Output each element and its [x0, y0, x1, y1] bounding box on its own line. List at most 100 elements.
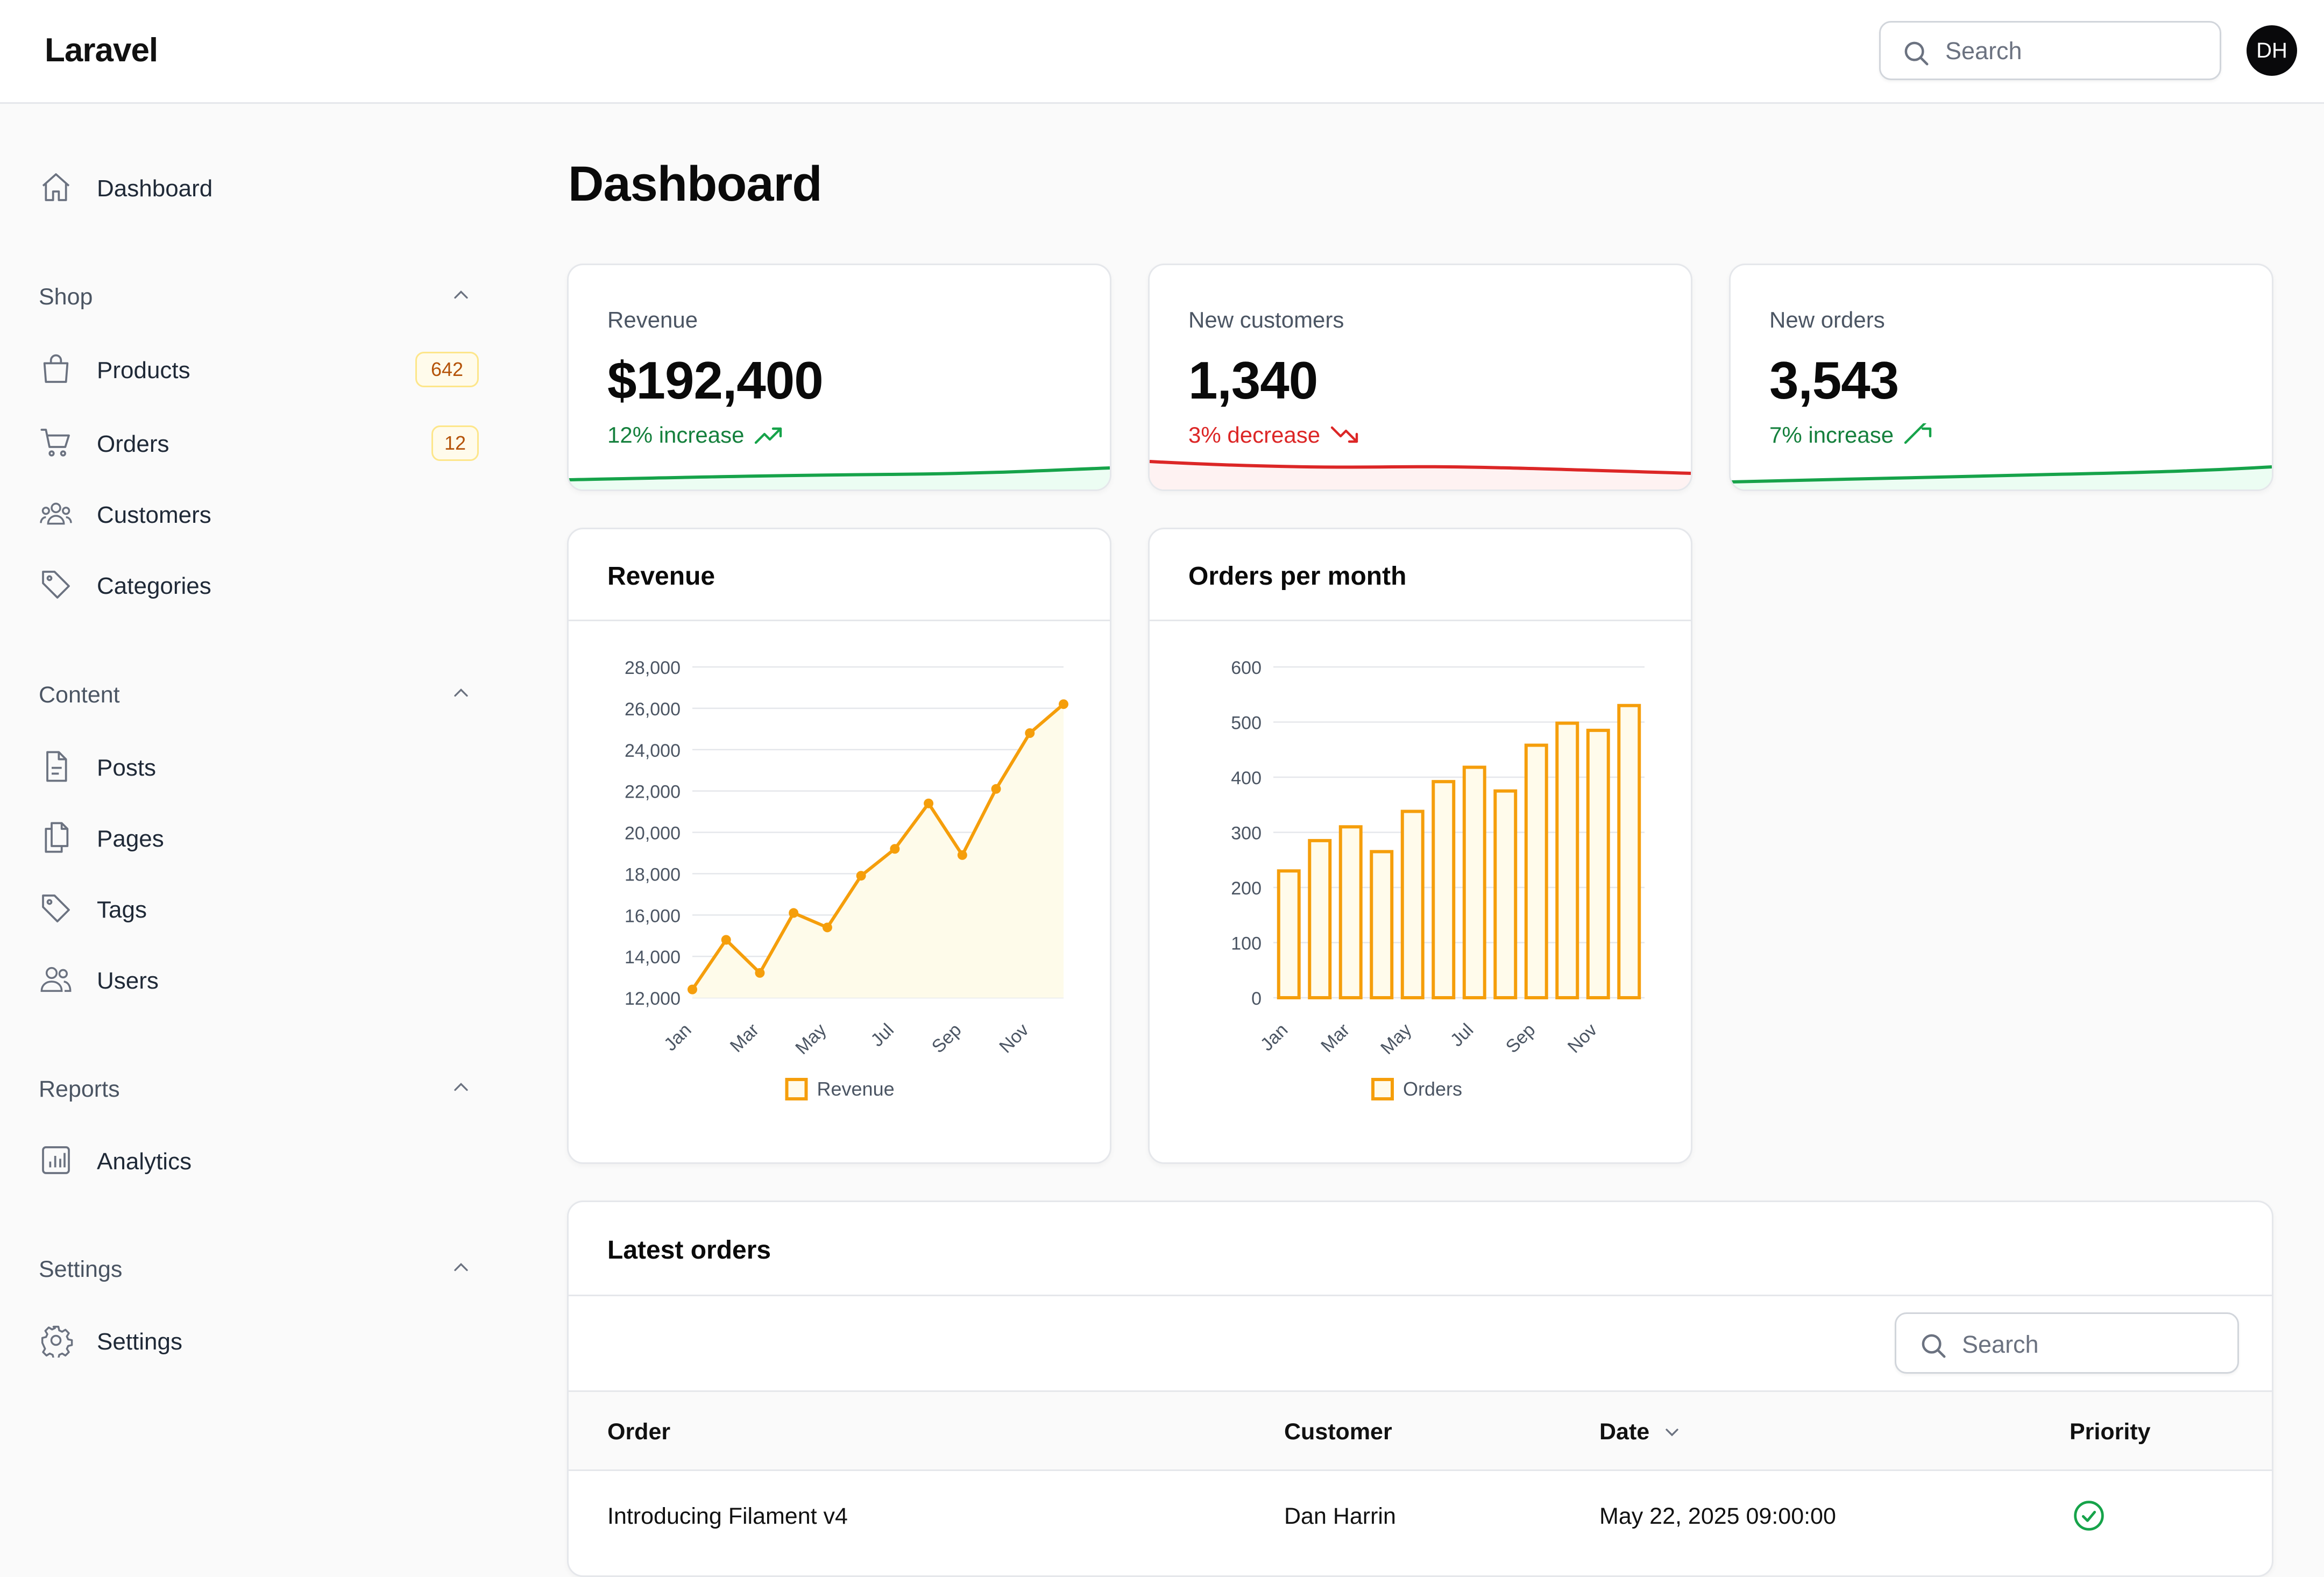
count-badge: 12	[431, 425, 479, 461]
stat-card-new-customers: New customers 1,340 3% decrease	[1148, 264, 1692, 491]
data-point	[957, 850, 967, 860]
sparkline-new-customers	[1150, 460, 1691, 489]
card-divider	[1150, 620, 1691, 621]
data-point	[688, 984, 697, 994]
chevron-up-icon[interactable]	[449, 681, 473, 705]
x-tick-label: Jan	[1257, 1020, 1292, 1055]
y-tick-label: 0	[1251, 989, 1262, 1009]
legend-label: Orders	[1403, 1078, 1462, 1100]
user-avatar[interactable]: DH	[2247, 25, 2297, 76]
chevron-up-icon[interactable]	[449, 1075, 473, 1099]
x-tick-label: Jul	[867, 1020, 898, 1051]
bar	[1432, 780, 1456, 999]
sidebar-item-settings[interactable]: Settings	[39, 1313, 480, 1367]
y-tick-label: 24,000	[625, 741, 681, 761]
legend-swatch	[1371, 1078, 1394, 1100]
cell-customer: Dan Harrin	[1284, 1503, 1396, 1529]
brand-logo[interactable]: Laravel	[45, 32, 158, 69]
sidebar-item-products[interactable]: Products 642	[39, 342, 480, 396]
y-tick-label: 22,000	[625, 782, 681, 802]
chevron-up-icon[interactable]	[449, 1255, 473, 1279]
y-tick-label: 300	[1231, 823, 1262, 844]
trending-up-icon	[755, 427, 782, 444]
sidebar-item-tags[interactable]: Tags	[39, 882, 480, 935]
y-tick-label: 600	[1231, 658, 1262, 678]
cell-order: Introducing Filament v4	[607, 1503, 848, 1529]
column-header-priority[interactable]: Priority	[2070, 1419, 2151, 1445]
document-duplicate-icon	[45, 822, 69, 853]
y-tick-label: 12,000	[625, 989, 681, 1009]
y-tick-label: 26,000	[625, 699, 681, 720]
stat-change-text: 3% decrease	[1188, 422, 1321, 447]
chevron-up-icon[interactable]	[449, 283, 473, 307]
sidebar-item-orders[interactable]: Orders 12	[39, 416, 480, 470]
sidebar: Dashboard Shop Products 642 Orders 12 Cu…	[0, 104, 516, 1549]
data-point	[822, 922, 832, 933]
sidebar-item-analytics[interactable]: Analytics	[39, 1133, 480, 1187]
group-label-shop: Shop	[39, 284, 93, 310]
count-badge: 642	[415, 352, 479, 387]
card-divider	[569, 1295, 2272, 1296]
stat-card-new-orders: New orders 3,543 7% increase	[1729, 264, 2273, 491]
column-header-order[interactable]: Order	[607, 1419, 671, 1445]
bar	[1493, 789, 1518, 999]
bar	[1524, 743, 1548, 1000]
group-label-settings: Settings	[39, 1256, 123, 1282]
table-search-input[interactable]	[1961, 1327, 2227, 1362]
y-tick-label: 100	[1231, 934, 1262, 954]
bar	[1586, 728, 1610, 999]
stat-label: New orders	[1769, 307, 1885, 332]
stat-change: 7% increase	[1769, 422, 1933, 448]
table-title: Latest orders	[607, 1236, 771, 1265]
sidebar-item-label: Analytics	[97, 1148, 192, 1175]
data-point	[721, 935, 731, 945]
x-tick-label: Jul	[1447, 1020, 1478, 1051]
data-point	[1059, 699, 1068, 709]
chart-legend: Revenue	[785, 1078, 895, 1100]
sidebar-item-customers[interactable]: Customers	[39, 487, 480, 541]
stat-label: Revenue	[607, 307, 698, 332]
series-line	[691, 702, 1065, 991]
bar	[1555, 721, 1579, 1000]
x-tick-label: May	[791, 1020, 830, 1059]
sidebar-item-label: Settings	[97, 1329, 182, 1355]
global-search[interactable]	[1879, 21, 2221, 80]
sidebar-item-users[interactable]: Users	[39, 953, 480, 1006]
global-search-input[interactable]	[1944, 33, 2205, 69]
y-tick-label: 400	[1231, 768, 1262, 788]
data-point	[991, 784, 1001, 794]
orders-chart: 0 100 200 300 400 500 600 Jan Mar May Jul Sep Nov Ord…	[1231, 658, 1645, 1100]
sidebar-item-label: Tags	[97, 897, 147, 923]
stat-change: 12% increase	[607, 422, 784, 448]
sidebar-item-categories[interactable]: Categories	[39, 558, 480, 612]
bar	[1617, 704, 1641, 999]
home-icon	[42, 173, 70, 201]
check-circle-icon	[2074, 1501, 2104, 1531]
sidebar-item-pages[interactable]: Pages	[39, 811, 480, 864]
search-icon	[1904, 41, 1929, 66]
x-tick-label: Nov	[995, 1020, 1033, 1057]
table-search[interactable]	[1895, 1312, 2239, 1374]
data-point	[755, 968, 765, 978]
cog-icon	[41, 1325, 73, 1358]
sidebar-item-label: Dashboard	[97, 175, 213, 202]
sidebar-item-label: Pages	[97, 826, 164, 852]
chart-title: Revenue	[607, 562, 715, 591]
data-point	[890, 844, 900, 854]
group-label-content: Content	[39, 682, 120, 708]
stat-value: 1,340	[1188, 351, 1318, 410]
column-header-customer[interactable]: Customer	[1284, 1419, 1392, 1445]
sidebar-item-posts[interactable]: Posts	[39, 740, 480, 793]
user-group-icon	[40, 502, 72, 525]
sidebar-item-dashboard[interactable]: Dashboard	[39, 160, 480, 214]
column-header-date[interactable]: Date	[1599, 1419, 1683, 1445]
stat-change-text: 7% increase	[1769, 422, 1894, 447]
x-tick-label: Mar	[726, 1020, 763, 1056]
cell-date: May 22, 2025 09:00:00	[1599, 1503, 1836, 1529]
data-point	[924, 798, 934, 808]
y-tick-label: 16,000	[625, 906, 681, 926]
chart-bar-icon	[42, 1146, 70, 1174]
top-bar: Laravel DH	[0, 0, 2324, 104]
revenue-chart-card: Revenue 12,000 14,000 16,000 18,000 20,000 22…	[567, 528, 1111, 1164]
y-tick-label: 28,000	[625, 658, 681, 678]
